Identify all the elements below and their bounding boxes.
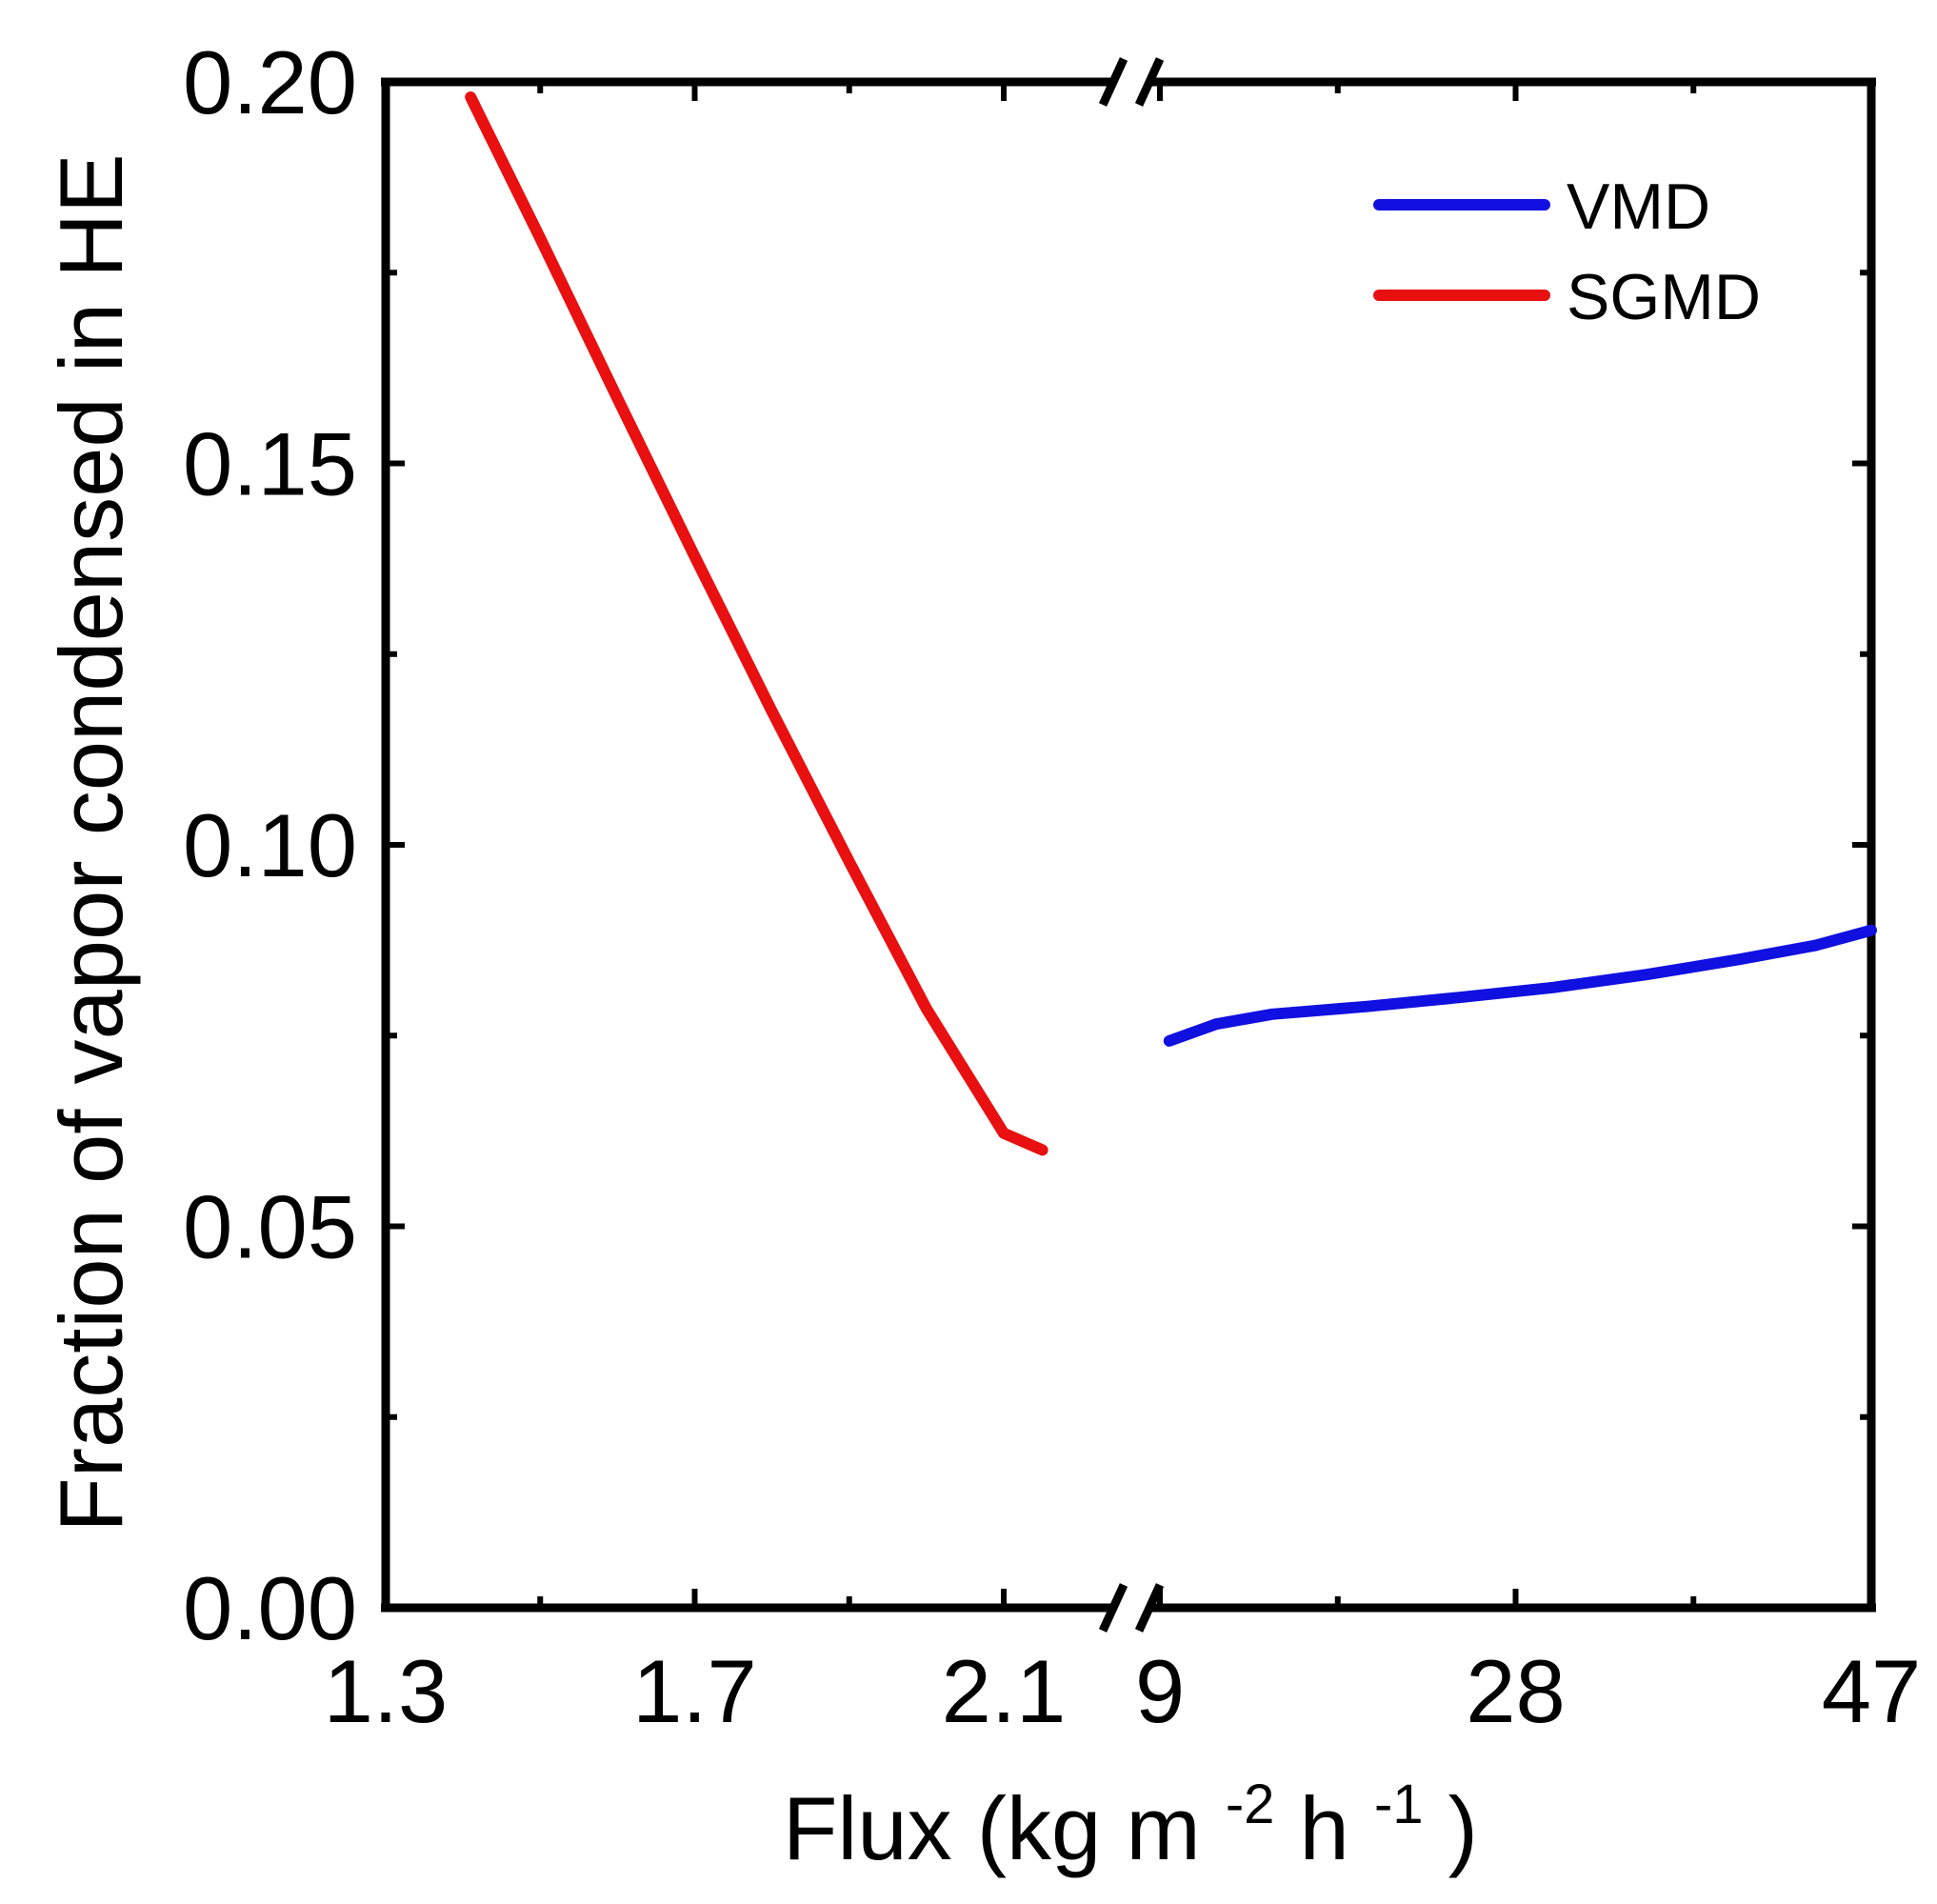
x-axis-title-mid: h bbox=[1300, 1778, 1349, 1878]
series-line-vmd bbox=[1163, 924, 1877, 1047]
legend-label-sgmd: SGMD bbox=[1567, 261, 1761, 333]
x-axis-title-sup2: -1 bbox=[1374, 1774, 1424, 1835]
legend: VMD SGMD bbox=[1373, 170, 1761, 333]
x-tick-label: 1.7 bbox=[632, 1641, 757, 1741]
tick-marks bbox=[383, 79, 1874, 1611]
x-tick-label: 1.3 bbox=[324, 1641, 449, 1741]
x-tick-label: 2.1 bbox=[942, 1641, 1067, 1741]
axis-break-marks bbox=[1098, 57, 1165, 1633]
legend-label-vmd: VMD bbox=[1567, 170, 1710, 243]
bottom-break-slash-1 bbox=[1098, 1583, 1128, 1633]
x-tick-label: 9 bbox=[1135, 1641, 1185, 1741]
series-line-sgmd bbox=[465, 91, 1048, 1156]
x-axis-title-end: ) bbox=[1448, 1778, 1478, 1878]
y-axis-title: Fraction of vapor condensed in HE bbox=[41, 153, 141, 1532]
y-tick-label: 0.10 bbox=[183, 795, 357, 895]
x-axis-title: Flux (kg m -2 h -1 ) bbox=[783, 1742, 1478, 1878]
x-tick-label: 28 bbox=[1466, 1641, 1566, 1741]
bottom-break-slash-2 bbox=[1134, 1583, 1165, 1633]
top-break-slash-1 bbox=[1098, 57, 1128, 107]
tick-labels: 0.00 0.05 0.10 0.15 0.20 1.3 1.7 2.1 9 28 47 bbox=[183, 32, 1921, 1741]
y-tick-label: 0.00 bbox=[183, 1558, 357, 1658]
x-tick-label: 47 bbox=[1822, 1641, 1922, 1741]
x-axis-title-main: Flux (kg m bbox=[783, 1778, 1201, 1878]
y-tick-label: 0.05 bbox=[183, 1177, 357, 1277]
top-break-slash-2 bbox=[1134, 57, 1165, 107]
series-layer bbox=[465, 91, 1877, 1156]
y-tick-label: 0.15 bbox=[183, 414, 357, 514]
x-axis-title-sup1: -2 bbox=[1226, 1774, 1275, 1835]
y-tick-label: 0.20 bbox=[183, 32, 357, 132]
